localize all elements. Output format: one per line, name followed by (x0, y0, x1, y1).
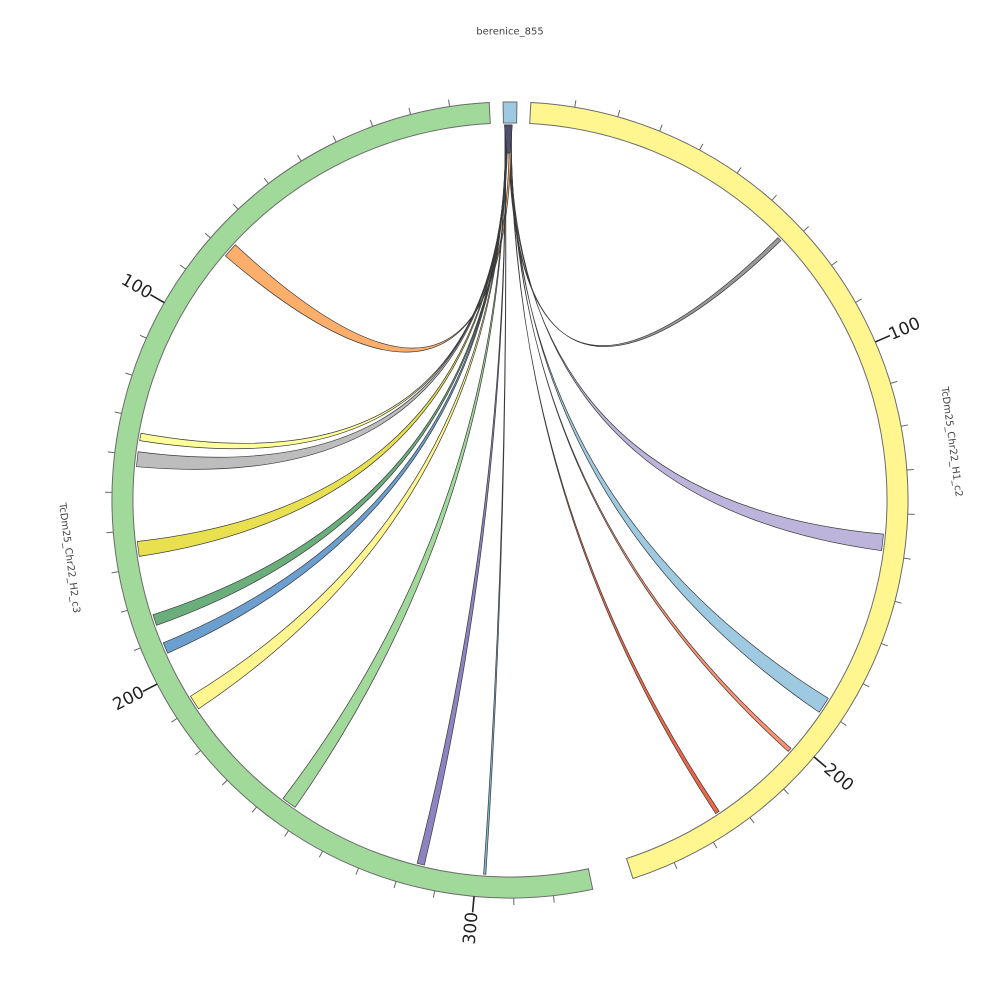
link-h2-12 (282, 124, 506, 808)
tick-h1-120 (901, 424, 909, 427)
tick-h2-70 (232, 203, 239, 210)
tick-h1-170 (881, 642, 888, 647)
tick-h2-270 (355, 867, 360, 875)
tick-label-h1-200: 200 (820, 759, 858, 795)
ticks-layer (105, 99, 915, 913)
tick-h2-140 (107, 451, 115, 454)
tick-h2-320 (552, 895, 555, 903)
tick-h1-20 (617, 110, 621, 118)
tick-h1-10 (574, 100, 577, 108)
tick-h1-70 (803, 226, 810, 232)
links-layer (136, 124, 884, 875)
tick-h1-90 (855, 298, 862, 303)
tick-label-h2-300: 300 (460, 911, 483, 945)
segment-h1 (529, 102, 909, 880)
link-h1-2 (508, 124, 829, 713)
link-h1-1 (508, 124, 884, 552)
tick-h2-250 (284, 830, 289, 837)
link-h2-10 (162, 124, 507, 654)
tick-h2-160 (106, 531, 114, 534)
tick-h2-90 (179, 264, 187, 270)
tick-h2-20 (408, 107, 412, 115)
tick-h1-240 (673, 862, 678, 870)
segment-label-h2: TcDm25_Chr22_H2_c3 (56, 501, 82, 613)
link-bundle-origin (504, 124, 513, 154)
tick-label-h2-100: 100 (118, 270, 156, 303)
tick-h1-230 (712, 841, 718, 849)
tick-h2-50 (297, 154, 302, 162)
tick-h1-220 (749, 817, 755, 824)
segment-berenice (502, 101, 518, 124)
tick-h2-40 (332, 135, 337, 143)
tick-h2-130 (114, 411, 122, 415)
major-tick-h1-200 (813, 756, 827, 768)
segment-label-berenice: berenice_855 (476, 27, 543, 38)
tick-label-h2-200: 200 (110, 682, 148, 715)
tick-h2-60 (263, 177, 269, 184)
major-tick-h2-300 (471, 896, 475, 913)
tick-h1-210 (783, 788, 789, 795)
link-h2-13 (416, 124, 506, 866)
tick-label-h1-100: 100 (886, 314, 924, 345)
tick-h1-150 (903, 557, 911, 560)
link-h2-11 (189, 124, 507, 710)
tick-h1-110 (890, 380, 898, 384)
tick-h2-210 (171, 717, 178, 723)
tick-h2-80 (204, 232, 211, 239)
major-tick-h2-100 (150, 294, 165, 304)
tick-h1-80 (831, 260, 838, 266)
tick-h2-110 (139, 334, 147, 339)
tick-h1-30 (659, 124, 663, 132)
tick-h1-130 (906, 468, 914, 471)
tick-h1-180 (862, 683, 870, 688)
tick-h2-280 (393, 881, 397, 889)
link-h1-0 (507, 124, 782, 347)
tick-h2-180 (120, 609, 128, 613)
tick-h2-290 (432, 890, 436, 898)
link-h2-14 (483, 124, 507, 875)
tick-h1-60 (771, 194, 777, 201)
tick-h2-220 (194, 750, 202, 756)
tick-h2-120 (125, 372, 133, 376)
tick-h2-10 (448, 99, 451, 107)
tick-h2-230 (221, 779, 228, 786)
tick-h2-30 (369, 119, 374, 127)
link-h1-3 (509, 124, 792, 752)
link-h1-4 (510, 124, 720, 815)
tick-h2-190 (133, 647, 141, 651)
tick-h1-190 (840, 721, 847, 726)
major-tick-h1-100 (874, 334, 891, 343)
major-tick-h2-200 (142, 683, 158, 693)
link-h2-5 (224, 124, 512, 353)
tick-h2-170 (111, 571, 119, 574)
segment-h2 (111, 102, 594, 899)
tick-h1-50 (736, 167, 742, 174)
segment-label-h1: TcDm25_Chr22_H1_c2 (938, 385, 964, 497)
segments-layer (111, 101, 909, 899)
tick-h1-40 (699, 143, 704, 151)
tick-h2-240 (251, 806, 257, 813)
tick-h2-260 (318, 850, 324, 858)
tick-h1-160 (894, 600, 902, 604)
